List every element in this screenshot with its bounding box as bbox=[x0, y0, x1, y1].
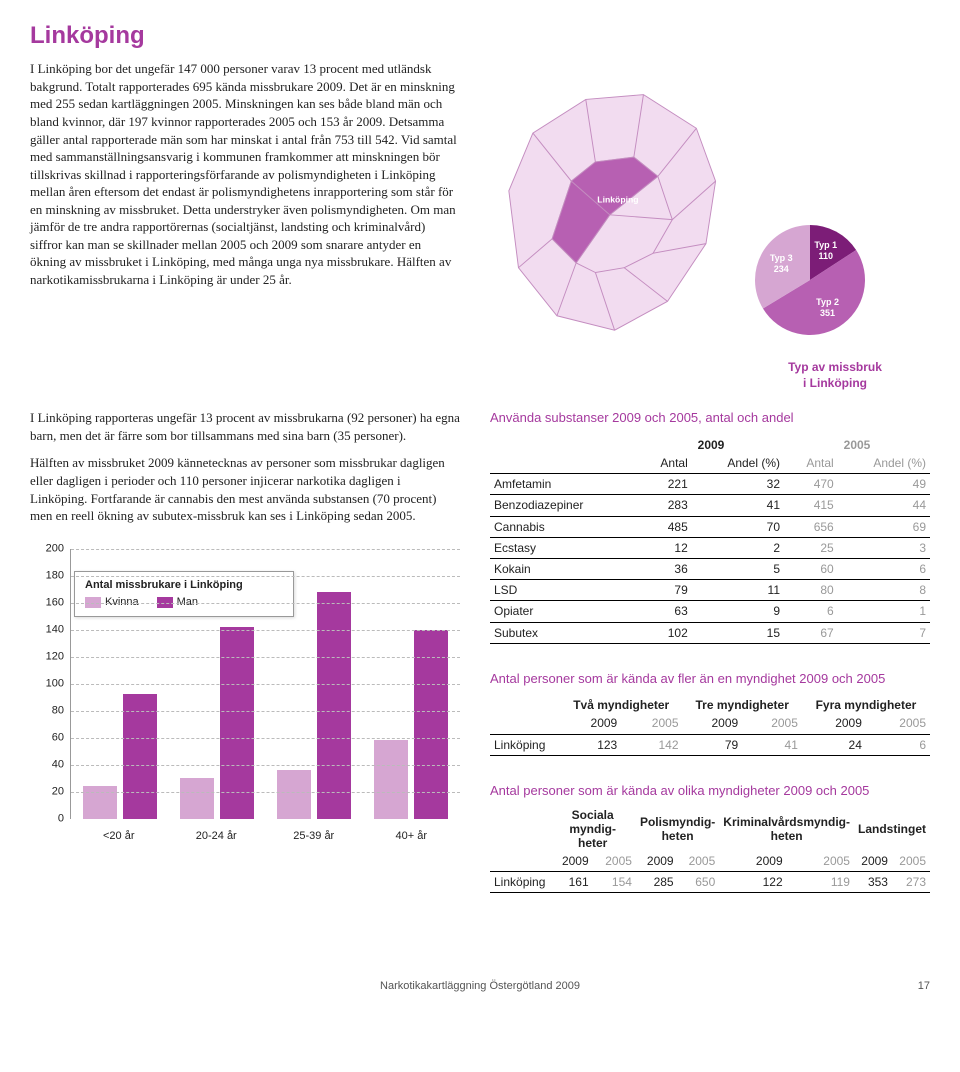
bar-man bbox=[414, 630, 448, 819]
bar-kvinna bbox=[180, 778, 214, 819]
paragraph-3: Hälften av missbruket 2009 kännetecknas … bbox=[30, 454, 460, 524]
svg-text:Typ 3: Typ 3 bbox=[770, 253, 793, 263]
svg-text:Typ 2: Typ 2 bbox=[816, 297, 839, 307]
mid-section: I Linköping rapporteras ungefär 13 proce… bbox=[30, 409, 930, 919]
table-row: LSD7911808 bbox=[490, 580, 930, 601]
svg-text:Typ 1: Typ 1 bbox=[814, 240, 837, 250]
page-number: 17 bbox=[918, 979, 930, 994]
bar-kvinna bbox=[277, 770, 311, 819]
table-row: Linköping1231427941246 bbox=[490, 734, 930, 755]
top-visual: Linköping Typ 1110 Typ 2351 Typ 3234 Typ a… bbox=[480, 60, 930, 391]
svg-text:234: 234 bbox=[774, 264, 789, 274]
right-column: Använda substanser 2009 och 2005, antal … bbox=[490, 409, 930, 919]
table-row: Amfetamin2213247049 bbox=[490, 474, 930, 495]
intro-paragraph-1: I Linköping bor det ungefär 147 000 pers… bbox=[30, 60, 460, 288]
table-row: Opiater63961 bbox=[490, 601, 930, 622]
substances-table: Använda substanser 2009 och 2005, antal … bbox=[490, 409, 930, 643]
table-row: Kokain365606 bbox=[490, 558, 930, 579]
table-row: Linköping161154285650122119353273 bbox=[490, 871, 930, 892]
map-svg: Linköping bbox=[480, 70, 730, 350]
top-section: I Linköping bor det ungefär 147 000 pers… bbox=[30, 60, 930, 391]
svg-text:Linköping: Linköping bbox=[597, 195, 638, 205]
intro-text: I Linköping bor det ungefär 147 000 pers… bbox=[30, 60, 460, 391]
table-row: Ecstasy122253 bbox=[490, 537, 930, 558]
paragraph-2: I Linköping rapporteras ungefär 13 proce… bbox=[30, 409, 460, 444]
left-column: I Linköping rapporteras ungefär 13 proce… bbox=[30, 409, 460, 919]
bar-man bbox=[123, 694, 157, 818]
bar-man bbox=[317, 592, 351, 819]
page-title: Linköping bbox=[30, 20, 930, 52]
pie-svg: Typ 1110 Typ 2351 Typ 3234 bbox=[740, 210, 930, 350]
svg-text:351: 351 bbox=[820, 308, 835, 318]
by-authority-table: Antal personer som är kända av olika myn… bbox=[490, 782, 930, 893]
pie-chart: Typ 1110 Typ 2351 Typ 3234 Typ av missbruk… bbox=[740, 70, 930, 391]
footer: Narkotikakartläggning Östergötland 2009 … bbox=[30, 979, 930, 994]
table-row: Subutex10215677 bbox=[490, 622, 930, 643]
bar-kvinna bbox=[374, 740, 408, 818]
map: Linköping bbox=[480, 70, 730, 355]
bar-chart: Antal missbrukare i Linköping Kvinna Man… bbox=[30, 549, 460, 849]
multi-authority-table: Antal personer som är kända av fler än e… bbox=[490, 670, 930, 756]
table-row: Benzodiazepiner2834141544 bbox=[490, 495, 930, 516]
pie-caption: Typ av missbruk i Linköping bbox=[740, 359, 930, 391]
svg-text:110: 110 bbox=[818, 251, 833, 261]
table-row: Cannabis4857065669 bbox=[490, 516, 930, 537]
footer-text: Narkotikakartläggning Östergötland 2009 bbox=[380, 980, 580, 992]
